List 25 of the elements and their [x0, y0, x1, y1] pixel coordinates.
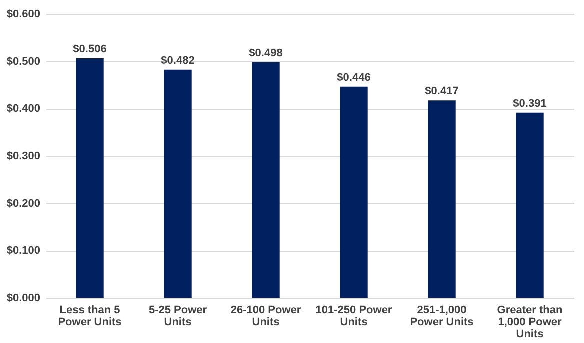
data-label: $0.417	[425, 86, 459, 98]
bar	[428, 100, 456, 298]
y-tick-label: $0.500	[6, 56, 40, 68]
data-label: $0.391	[513, 98, 547, 110]
bar	[340, 86, 368, 298]
data-label: $0.482	[161, 54, 195, 67]
bar	[252, 62, 280, 298]
x-tick-label: Greater than 1,000 Power Units	[497, 304, 563, 340]
x-tick-label: 101-250 Power Units	[316, 304, 393, 328]
y-tick-label: $0.300	[6, 150, 40, 162]
bar	[516, 112, 544, 298]
data-label: $0.446	[337, 72, 371, 84]
x-tick-label: Less than 5 Power Units	[58, 304, 122, 328]
y-tick-label: $0.200	[6, 198, 40, 210]
y-tick-label: $0.000	[6, 292, 40, 304]
x-tick-label: 26-100 Power Units	[230, 304, 302, 328]
data-label: $0.498	[249, 47, 283, 60]
bar	[76, 58, 104, 298]
y-tick-label: $0.400	[6, 103, 40, 116]
y-tick-label: $0.100	[6, 245, 40, 258]
bar	[164, 70, 192, 298]
x-tick-label: 251-1,000 Power Units	[410, 304, 474, 328]
x-tick-label: 5-25 Power Units	[148, 304, 208, 328]
y-tick-label: $0.600	[6, 8, 40, 20]
data-label: $0.506	[73, 43, 107, 56]
